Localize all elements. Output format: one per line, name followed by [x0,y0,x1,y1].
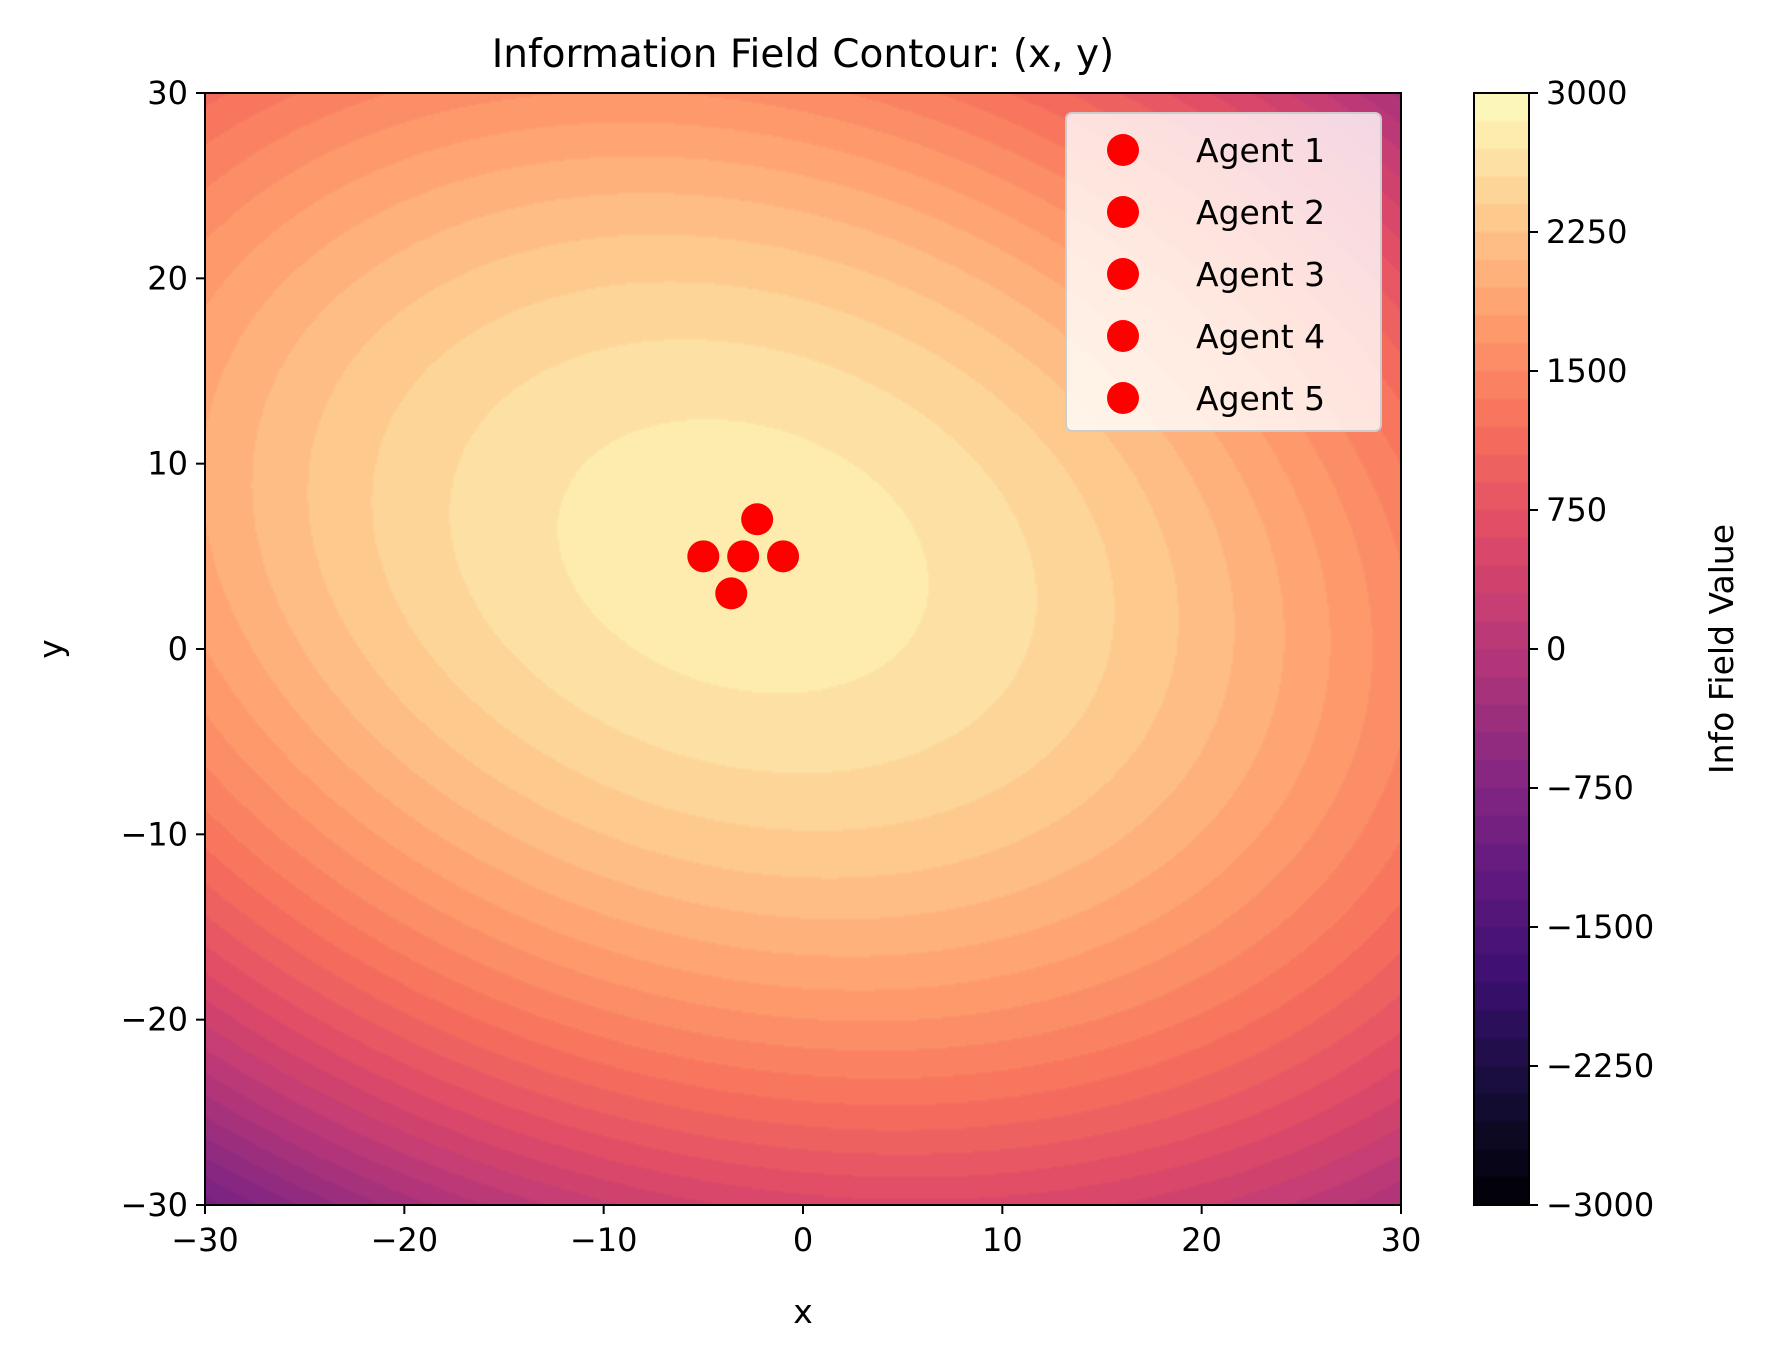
x-tick-label: 0 [793,1221,813,1259]
y-tick-label: 0 [168,630,188,668]
legend-entries: Agent 1 Agent 2 Agent 3 Agent 4 Agent 5 [1107,131,1325,418]
x-tick-label: 20 [1181,1221,1222,1259]
colorbar-tick-label: −750 [1546,769,1634,807]
legend-label: Agent 5 [1196,379,1325,418]
y-axis: −30 −20 −10 0 10 20 30 [120,74,205,1224]
agent-point-2 [767,540,800,573]
y-tick-label: −10 [120,815,188,853]
agents-layer [687,503,800,610]
x-tick-label: 10 [982,1221,1023,1259]
x-axis: −30 −20 −10 0 10 20 30 [171,1205,1421,1259]
legend-marker [1107,258,1139,290]
x-tick-label: −10 [570,1221,638,1259]
legend-marker [1107,134,1139,166]
legend-label: Agent 4 [1196,317,1325,356]
colorbar-tick-label: −2250 [1546,1047,1654,1085]
legend-label: Agent 2 [1196,193,1325,232]
y-axis-label: y [31,639,70,659]
colorbar: 3000 2250 1500 750 0 −750 −1500 −2250 −3000 Info… [1473,74,1741,1224]
colorbar-tick-label: −3000 [1546,1186,1654,1224]
y-tick-label: 10 [147,445,188,483]
legend-label: Agent 1 [1196,131,1325,170]
colorbar-tick-label: 3000 [1546,74,1627,112]
y-tick-label: 20 [147,259,188,297]
colorbar-ticks: 3000 2250 1500 750 0 −750 −1500 −2250 −3000 [1529,74,1654,1224]
y-tick-label: 30 [147,74,188,112]
colorbar-tick-label: 2250 [1546,213,1627,251]
colorbar-gradient [1474,93,1529,1205]
colorbar-tick-label: 750 [1546,491,1607,529]
agent-point-1 [727,540,760,573]
agent-point-4 [741,503,774,536]
legend: Agent 1 Agent 2 Agent 3 Agent 4 Agent 5 [1065,112,1382,432]
colorbar-label: Info Field Value [1702,524,1741,774]
colorbar-tick-label: 1500 [1546,352,1627,390]
colorbar-tick-label: 0 [1546,630,1566,668]
legend-label: Agent 3 [1196,255,1325,294]
chart-title: Information Field Contour: (x, y) [492,32,1115,77]
legend-marker [1107,382,1139,414]
legend-marker [1107,320,1139,352]
x-tick-label: −30 [171,1221,239,1259]
x-tick-label: −20 [371,1221,439,1259]
y-tick-label: −20 [120,1001,188,1039]
legend-marker [1107,196,1139,228]
y-tick-label: −30 [120,1186,188,1224]
agent-point-3 [687,540,720,573]
legend-box [1065,112,1382,432]
colorbar-tick-label: −1500 [1546,908,1654,946]
x-tick-label: 30 [1381,1221,1422,1259]
x-axis-label: x [793,1292,813,1331]
agent-point-5 [715,577,748,610]
